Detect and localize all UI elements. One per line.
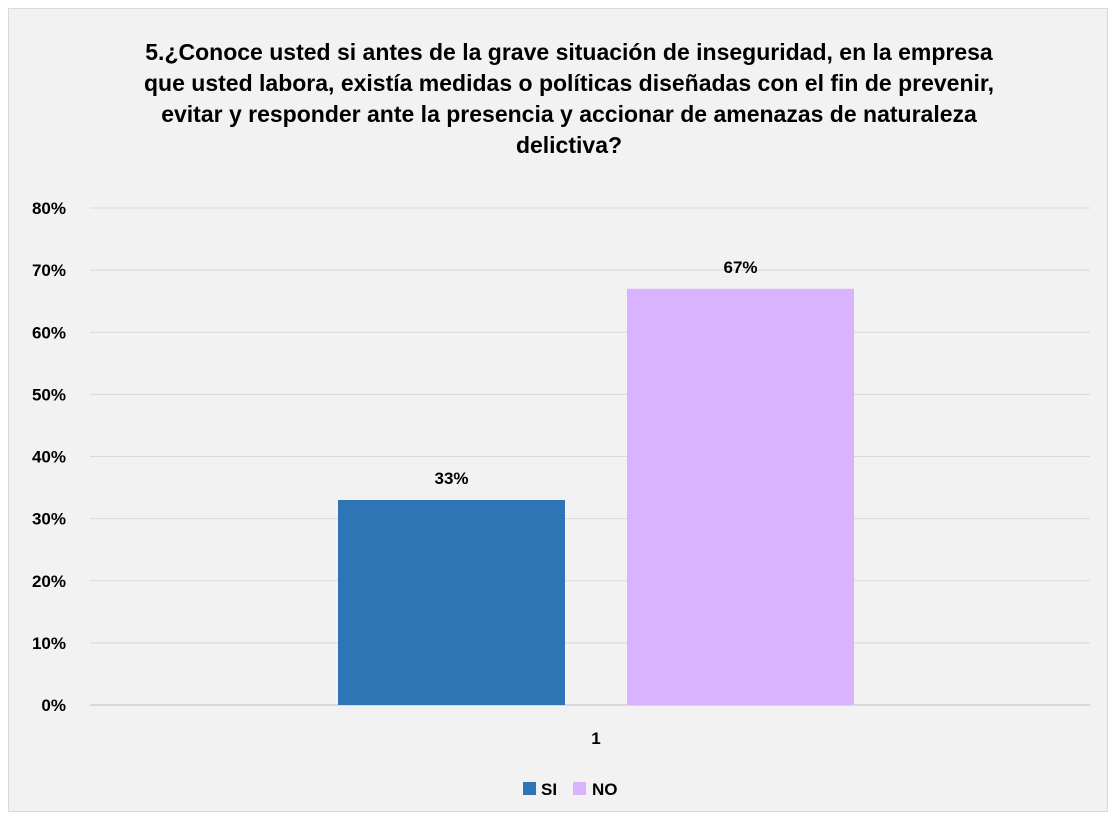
gridlines bbox=[90, 207, 1090, 706]
data-label-no: 67% bbox=[723, 258, 757, 277]
legend-swatch-no bbox=[573, 782, 586, 795]
legend-swatch-si bbox=[523, 782, 536, 795]
y-tick-label: 50% bbox=[32, 385, 66, 404]
x-category-label: 1 bbox=[591, 729, 600, 748]
bars bbox=[338, 288, 854, 705]
legend-label-si: SI bbox=[541, 780, 557, 799]
x-axis-category-labels: 1 bbox=[591, 729, 600, 748]
chart-title: 5.¿Conoce usted si antes de la grave sit… bbox=[144, 39, 994, 158]
legend: SI NO bbox=[523, 780, 618, 799]
y-tick-label: 40% bbox=[32, 448, 66, 467]
y-tick-label: 10% bbox=[32, 634, 66, 653]
y-tick-label: 0% bbox=[41, 696, 66, 715]
y-tick-label: 20% bbox=[32, 572, 66, 591]
y-tick-label: 80% bbox=[32, 199, 66, 218]
y-tick-label: 70% bbox=[32, 261, 66, 280]
y-axis-tick-labels: 0% 10% 20% 30% 40% 50% 60% 70% 80% bbox=[32, 199, 66, 715]
y-tick-label: 30% bbox=[32, 510, 66, 529]
data-label-si: 33% bbox=[434, 469, 468, 488]
legend-label-no: NO bbox=[592, 780, 618, 799]
y-tick-label: 60% bbox=[32, 323, 66, 342]
bar-no bbox=[627, 288, 854, 705]
bar-si bbox=[338, 499, 565, 705]
data-labels: 33% 67% bbox=[434, 258, 757, 488]
